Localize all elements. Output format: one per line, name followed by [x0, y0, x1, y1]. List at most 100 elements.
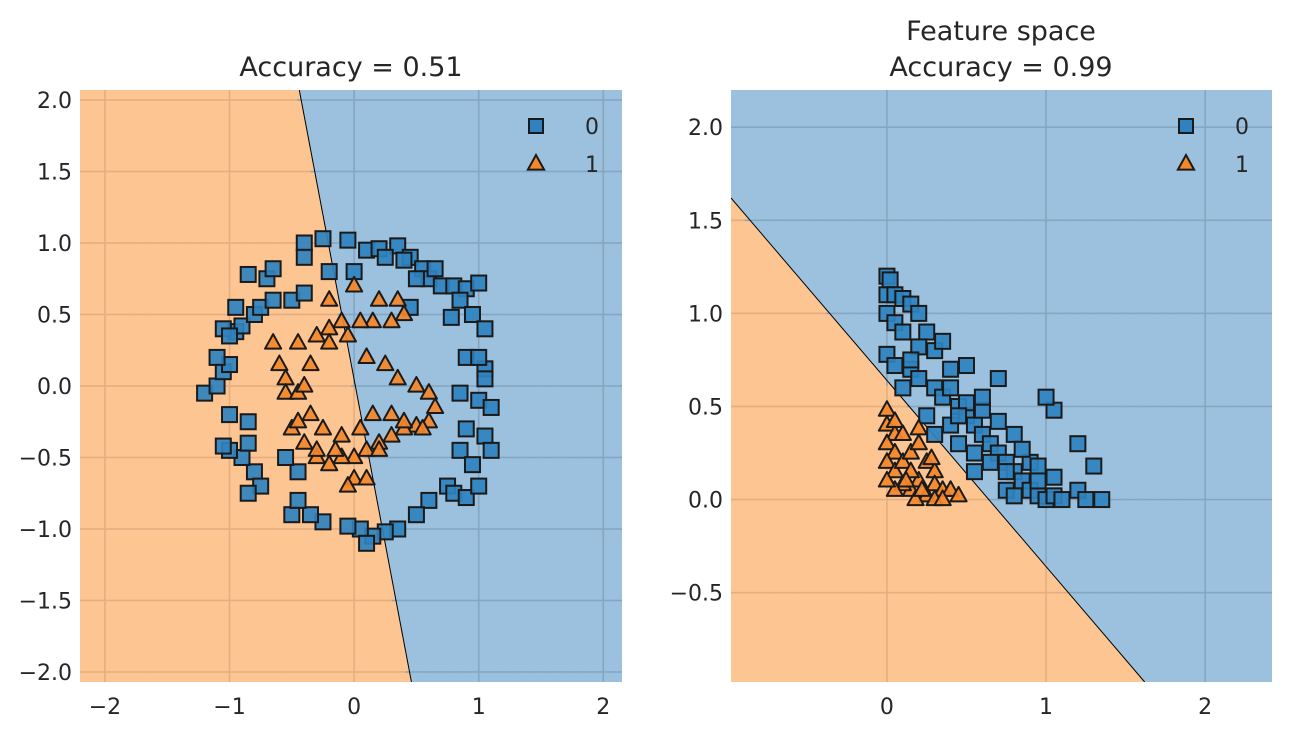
left-point-class1: [388, 290, 407, 307]
left-point-class0: [283, 506, 301, 524]
right-point-class0: [981, 453, 999, 471]
left-point-class0: [463, 306, 481, 324]
left-ytick-label: 0.0: [37, 375, 72, 400]
right-legend-marker-1: [1176, 152, 1196, 171]
right-point-class0: [989, 370, 1007, 388]
right-point-class1: [909, 418, 928, 436]
right-point-class1: [949, 485, 968, 503]
left-point-class0: [221, 327, 239, 345]
right-ytick-label: 0.0: [688, 489, 723, 514]
right-point-class0: [881, 271, 899, 289]
left-point-class1: [382, 311, 401, 329]
left-ytick-label: −0.5: [19, 446, 72, 471]
right-point-class1: [922, 448, 941, 466]
right-xtick-label: 1: [1039, 695, 1053, 720]
left-point-class1: [394, 304, 414, 322]
left-point-class0: [463, 456, 481, 474]
left-ytick-label: 2.0: [37, 89, 72, 114]
left-point-class1: [295, 433, 314, 450]
left-point-class0: [457, 489, 475, 507]
right-point-class0: [1077, 491, 1095, 509]
right-point-class0: [1029, 457, 1047, 475]
left-plot-area: 01: [80, 90, 622, 682]
left-xtick-label: 2: [596, 695, 610, 720]
left-point-class1: [351, 418, 370, 436]
left-point-class0: [245, 463, 263, 481]
right-point-class0: [894, 323, 912, 341]
left-point-class0: [239, 265, 257, 283]
right-point-class0: [918, 323, 936, 341]
left-point-class1: [351, 311, 370, 329]
left-point-class0: [208, 377, 226, 395]
left-subplot-title: Accuracy = 0.51: [239, 52, 462, 83]
left-point-class1: [288, 333, 308, 350]
left-point-class0: [289, 463, 307, 481]
left-point-class1: [307, 325, 326, 343]
left-xtick-label: 1: [472, 695, 486, 720]
left-decision-boundary: [298, 90, 412, 682]
right-point-class0: [902, 351, 920, 369]
right-point-class1: [877, 470, 897, 488]
right-point-class0: [965, 463, 983, 481]
left-point-class1: [357, 440, 376, 457]
left-point-class1: [369, 440, 389, 457]
left-point-class1: [264, 333, 283, 350]
right-point-class1: [901, 443, 920, 460]
left-point-class0: [233, 317, 251, 335]
right-point-class0: [989, 412, 1007, 430]
left-ytick-label: −1.5: [19, 589, 72, 614]
left-point-class0: [289, 491, 307, 509]
left-point-class0: [208, 348, 226, 366]
left-point-class1: [320, 290, 339, 307]
right-point-class0: [886, 357, 904, 375]
left-point-class0: [239, 434, 257, 452]
left-point-class1: [382, 404, 401, 422]
right-ytick-label: 2.0: [688, 116, 723, 141]
left-point-class0: [221, 406, 239, 424]
right-subplot-subtitle: Accuracy = 0.99: [889, 52, 1112, 83]
left-point-class0: [314, 230, 332, 248]
right-point-class0: [918, 407, 936, 425]
left-point-class1: [345, 275, 364, 293]
right-point-class0: [957, 357, 975, 375]
left-point-class1: [388, 368, 407, 386]
right-subplot-title: Feature space: [906, 16, 1096, 47]
right-point-class0: [1045, 468, 1063, 486]
left-point-class1: [394, 411, 414, 429]
left-point-class0: [239, 413, 257, 431]
left-point-class0: [457, 420, 475, 438]
left-point-class1: [338, 476, 357, 493]
left-ytick-label: 0.5: [37, 304, 72, 329]
left-point-class0: [295, 234, 313, 252]
left-point-class0: [476, 427, 494, 445]
right-subplot: Feature space Accuracy = 0.99 01 0 1 22.01…: [670, 16, 1272, 720]
right-xtick-label: 2: [1198, 695, 1212, 720]
left-point-class1: [338, 325, 357, 343]
left-point-class1: [326, 440, 345, 457]
right-point-class0: [1053, 491, 1071, 509]
right-point-class0: [1037, 388, 1055, 406]
left-point-class0: [470, 274, 488, 292]
left-point-class0: [482, 441, 500, 459]
left-point-class0: [451, 384, 469, 402]
right-point-class1: [885, 480, 904, 497]
left-point-class1: [413, 418, 432, 436]
left-point-class1: [369, 290, 389, 307]
right-point-class1: [893, 424, 912, 441]
left-point-class1: [270, 354, 289, 372]
left-point-class1: [332, 426, 351, 443]
right-ytick-label: 0.5: [688, 395, 723, 420]
right-point-class1: [906, 489, 925, 507]
right-point-class0: [910, 304, 928, 322]
left-point-class1: [307, 440, 326, 457]
right-point-class0: [1005, 487, 1023, 505]
left-ytick-label: −2.0: [19, 661, 72, 686]
right-ytick-label: 1.5: [688, 209, 723, 234]
right-point-class0: [973, 388, 991, 406]
left-point-class0: [320, 263, 338, 281]
left-point-class1: [426, 397, 445, 415]
left-ytick-label: 1.5: [37, 161, 72, 186]
left-xtick-label: −1: [213, 695, 245, 720]
left-ytick-label: 1.0: [37, 232, 72, 257]
right-point-class0: [910, 370, 928, 388]
